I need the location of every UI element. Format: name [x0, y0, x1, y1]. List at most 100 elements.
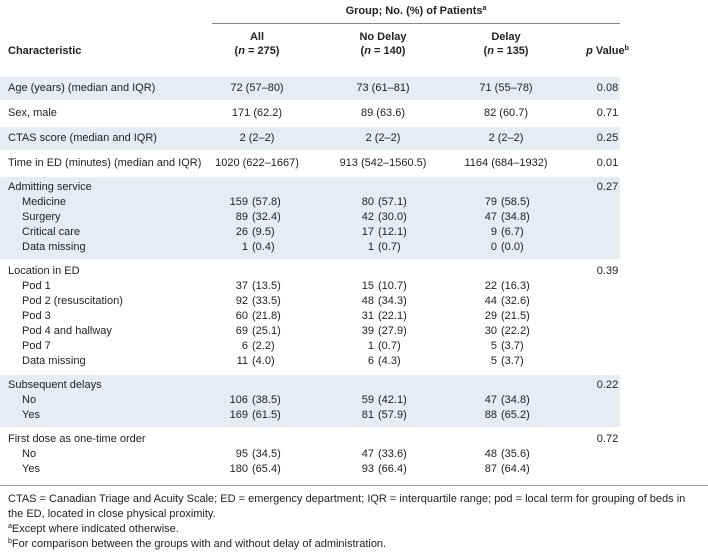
- cell-delay: 82 (60.7): [483, 107, 529, 119]
- count: 59: [361, 394, 374, 406]
- cell-no-delay: 31 (22.1): [328, 309, 438, 324]
- percent: (57.1): [378, 196, 407, 208]
- count: 88: [484, 409, 497, 421]
- table-section: Admitting service 0.27 Medicine 159 (57.8) 80…: [0, 177, 620, 259]
- row-label: Age (years) (median and IQR): [8, 82, 156, 94]
- percent: (32.4): [252, 211, 281, 223]
- percent: (16.3): [501, 280, 530, 292]
- cell-all: 60 (21.8): [202, 309, 312, 324]
- cell-delay: 47 (34.8): [451, 393, 561, 408]
- cell-all: 89 (32.4): [202, 210, 312, 225]
- footnote-abbreviations: CTAS = Canadian Triage and Acuity Scale;…: [8, 493, 686, 520]
- percent: (34.3): [378, 295, 407, 307]
- percent: (13.5): [252, 280, 281, 292]
- count: 106: [229, 394, 248, 406]
- count: 81: [361, 409, 374, 421]
- row-label: No: [22, 448, 37, 460]
- table-section: First dose as one-time order 0.72 No 95 (34.…: [0, 429, 620, 481]
- count: 6: [367, 355, 374, 367]
- count: 1: [241, 241, 248, 253]
- table-row: Pod 3 60 (21.8) 31 (22.1) 29 (21.5): [0, 309, 620, 324]
- percent: (65.4): [252, 463, 281, 475]
- row-content: CTAS score (median and IQR) 2 (2–2) 2 (2–2…: [0, 127, 620, 150]
- table-header: Group; No. (%) of Patientsa All (n = 275)…: [0, 0, 708, 77]
- count: 5: [490, 340, 497, 352]
- table-row: Time in ED (minutes) (median and IQR) 102…: [0, 152, 620, 175]
- cell-delay: 0 (0.0): [451, 240, 561, 255]
- count: 1: [367, 340, 374, 352]
- count: 80: [361, 196, 374, 208]
- cell-all: 92 (33.5): [202, 294, 312, 309]
- count: 95: [235, 448, 248, 460]
- percent: (57.8): [252, 196, 281, 208]
- count: 48: [484, 448, 497, 460]
- cell-all: 180 (65.4): [202, 462, 312, 477]
- cell-p-value: 0.27: [596, 181, 619, 193]
- percent: (4.0): [252, 355, 275, 367]
- cell-no-delay: 17 (12.1): [328, 225, 438, 240]
- cell-no-delay: 89 (63.6): [360, 107, 406, 119]
- section-label: Admitting service: [8, 181, 92, 193]
- cell-no-delay: 1 (0.7): [328, 339, 438, 354]
- percent: (33.5): [252, 295, 281, 307]
- table-section: Subsequent delays 0.22 No 106 (38.5) 59 (42.1)…: [0, 375, 620, 427]
- percent: (65.2): [501, 409, 530, 421]
- percent: (61.5): [252, 409, 281, 421]
- row-label: No: [22, 394, 37, 406]
- column-header-no-delay: No Delay (n = 140): [359, 31, 407, 57]
- section-header-row: Location in ED 0.39: [0, 264, 620, 279]
- cell-p-value: 0.22: [596, 379, 619, 391]
- count: 47: [484, 394, 497, 406]
- cell-no-delay: 59 (42.1): [328, 393, 438, 408]
- cell-all: 37 (13.5): [202, 279, 312, 294]
- count: 15: [361, 280, 374, 292]
- table-body: Age (years) (median and IQR) 72 (57–80) 73…: [0, 77, 620, 481]
- cell-no-delay: 80 (57.1): [328, 195, 438, 210]
- percent: (22.2): [501, 325, 530, 337]
- percent: (2.2): [252, 340, 275, 352]
- row-label: Surgery: [22, 211, 61, 223]
- percent: (3.7): [501, 355, 524, 367]
- row-label: Pod 1: [22, 280, 51, 292]
- percent: (27.9): [378, 325, 407, 337]
- table-row: Data missing 1 (0.4) 1 (0.7) 0 (0.0): [0, 240, 620, 255]
- count: 92: [235, 295, 248, 307]
- cell-no-delay: 1 (0.7): [328, 240, 438, 255]
- cell-delay: 30 (22.2): [451, 324, 561, 339]
- count: 30: [484, 325, 497, 337]
- column-header-characteristic: Characteristic: [8, 45, 82, 57]
- percent: (6.7): [501, 226, 524, 238]
- cell-delay: 47 (34.8): [451, 210, 561, 225]
- percent: (4.3): [378, 355, 401, 367]
- row-label: Medicine: [22, 196, 67, 208]
- section-label: First dose as one-time order: [8, 433, 146, 445]
- count: 159: [229, 196, 248, 208]
- cell-delay: 5 (3.7): [451, 354, 561, 369]
- cell-all: 1 (0.4): [202, 240, 312, 255]
- count: 31: [361, 310, 374, 322]
- row-content: Sex, male 171 (62.2) 89 (63.6) 82 (60.7) 0.7…: [0, 102, 620, 125]
- section-label: Subsequent delays: [8, 379, 102, 391]
- section-header-row: Subsequent delays 0.22: [0, 378, 620, 393]
- row-label: Pod 7: [22, 340, 51, 352]
- cell-delay: 29 (21.5): [451, 309, 561, 324]
- percent: (0.7): [378, 241, 401, 253]
- percent: (21.8): [252, 310, 281, 322]
- cell-delay: 5 (3.7): [451, 339, 561, 354]
- cell-p-value: 0.72: [596, 433, 619, 445]
- count: 5: [490, 355, 497, 367]
- row-label: Sex, male: [8, 107, 57, 119]
- count: 9: [490, 226, 497, 238]
- row-label: Yes: [22, 463, 40, 475]
- row-content: Age (years) (median and IQR) 72 (57–80) 73…: [0, 77, 620, 100]
- row-label: Critical care: [22, 226, 81, 238]
- row-label: Data missing: [22, 241, 86, 253]
- section-label: Location in ED: [8, 265, 80, 277]
- percent: (66.4): [378, 463, 407, 475]
- count: 29: [484, 310, 497, 322]
- cell-all: 169 (61.5): [202, 408, 312, 423]
- row-label: Time in ED (minutes) (median and IQR): [8, 157, 202, 169]
- percent: (32.6): [501, 295, 530, 307]
- cell-no-delay: 913 (542–1560.5): [339, 157, 427, 169]
